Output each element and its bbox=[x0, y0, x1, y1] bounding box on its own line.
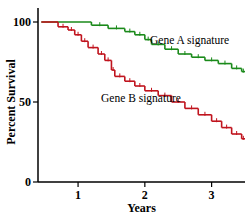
step-riser bbox=[197, 108, 199, 114]
censor-tick bbox=[184, 51, 185, 55]
censor-tick bbox=[129, 29, 130, 33]
y-axis bbox=[37, 8, 39, 182]
censor-tick bbox=[236, 131, 237, 135]
censor-tick bbox=[216, 118, 217, 122]
x-tick bbox=[144, 182, 145, 187]
censor-tick bbox=[99, 22, 100, 26]
censor-tick bbox=[116, 25, 117, 29]
x-tick-label: 2 bbox=[142, 188, 148, 202]
step-riser bbox=[87, 41, 89, 47]
censor-tick bbox=[139, 83, 140, 87]
censor-tick bbox=[129, 78, 130, 82]
censor-tick bbox=[226, 125, 227, 129]
survival-step bbox=[41, 21, 91, 23]
x-tick bbox=[77, 182, 78, 187]
y-tick-label: 0 bbox=[25, 175, 31, 189]
y-tick-label: 100 bbox=[13, 15, 31, 29]
censor-tick bbox=[236, 65, 237, 69]
y-tick-label: 50 bbox=[19, 95, 31, 109]
censor-tick bbox=[93, 45, 94, 49]
censor-tick bbox=[108, 57, 109, 61]
step-riser bbox=[184, 102, 186, 108]
step-riser bbox=[221, 121, 223, 127]
censor-tick bbox=[119, 73, 120, 77]
censor-tick bbox=[63, 24, 64, 28]
y-tick bbox=[33, 101, 38, 102]
step-riser bbox=[211, 115, 213, 121]
step-riser bbox=[81, 35, 83, 41]
series-label: Gene B signature bbox=[101, 92, 181, 105]
step-riser bbox=[111, 60, 113, 70]
censor-tick bbox=[78, 32, 79, 36]
censor-tick bbox=[113, 67, 114, 71]
x-axis bbox=[38, 181, 245, 183]
censor-tick bbox=[148, 37, 149, 41]
censor-tick bbox=[71, 27, 72, 31]
series-label: Gene A signature bbox=[150, 34, 229, 47]
censor-tick bbox=[101, 51, 102, 55]
censor-tick bbox=[84, 38, 85, 42]
censor-tick bbox=[211, 57, 212, 61]
censor-tick bbox=[171, 46, 172, 50]
censor-tick bbox=[198, 54, 199, 58]
censor-tick bbox=[191, 105, 192, 109]
y-tick bbox=[33, 21, 38, 22]
series bbox=[41, 22, 245, 73]
x-axis-label: Years bbox=[127, 201, 156, 215]
step-riser bbox=[104, 54, 106, 60]
censor-tick bbox=[243, 69, 244, 73]
y-tick bbox=[33, 181, 38, 182]
x-tick bbox=[211, 182, 212, 187]
censor-tick bbox=[139, 32, 140, 36]
step-riser bbox=[231, 128, 233, 134]
x-tick-label: 1 bbox=[75, 188, 81, 202]
step-riser bbox=[114, 70, 116, 76]
plot-area bbox=[41, 22, 245, 140]
chart: 0 50 100 1 2 3 Years Percent Survival Gene A sig… bbox=[0, 0, 250, 215]
censor-tick bbox=[204, 112, 205, 116]
step-riser bbox=[97, 48, 99, 54]
x-tick-label: 3 bbox=[209, 188, 215, 202]
censor-tick bbox=[243, 136, 244, 140]
y-axis-label: Percent Survival bbox=[4, 59, 18, 145]
survival-step bbox=[41, 21, 58, 23]
series bbox=[41, 22, 245, 140]
censor-tick bbox=[224, 61, 225, 65]
